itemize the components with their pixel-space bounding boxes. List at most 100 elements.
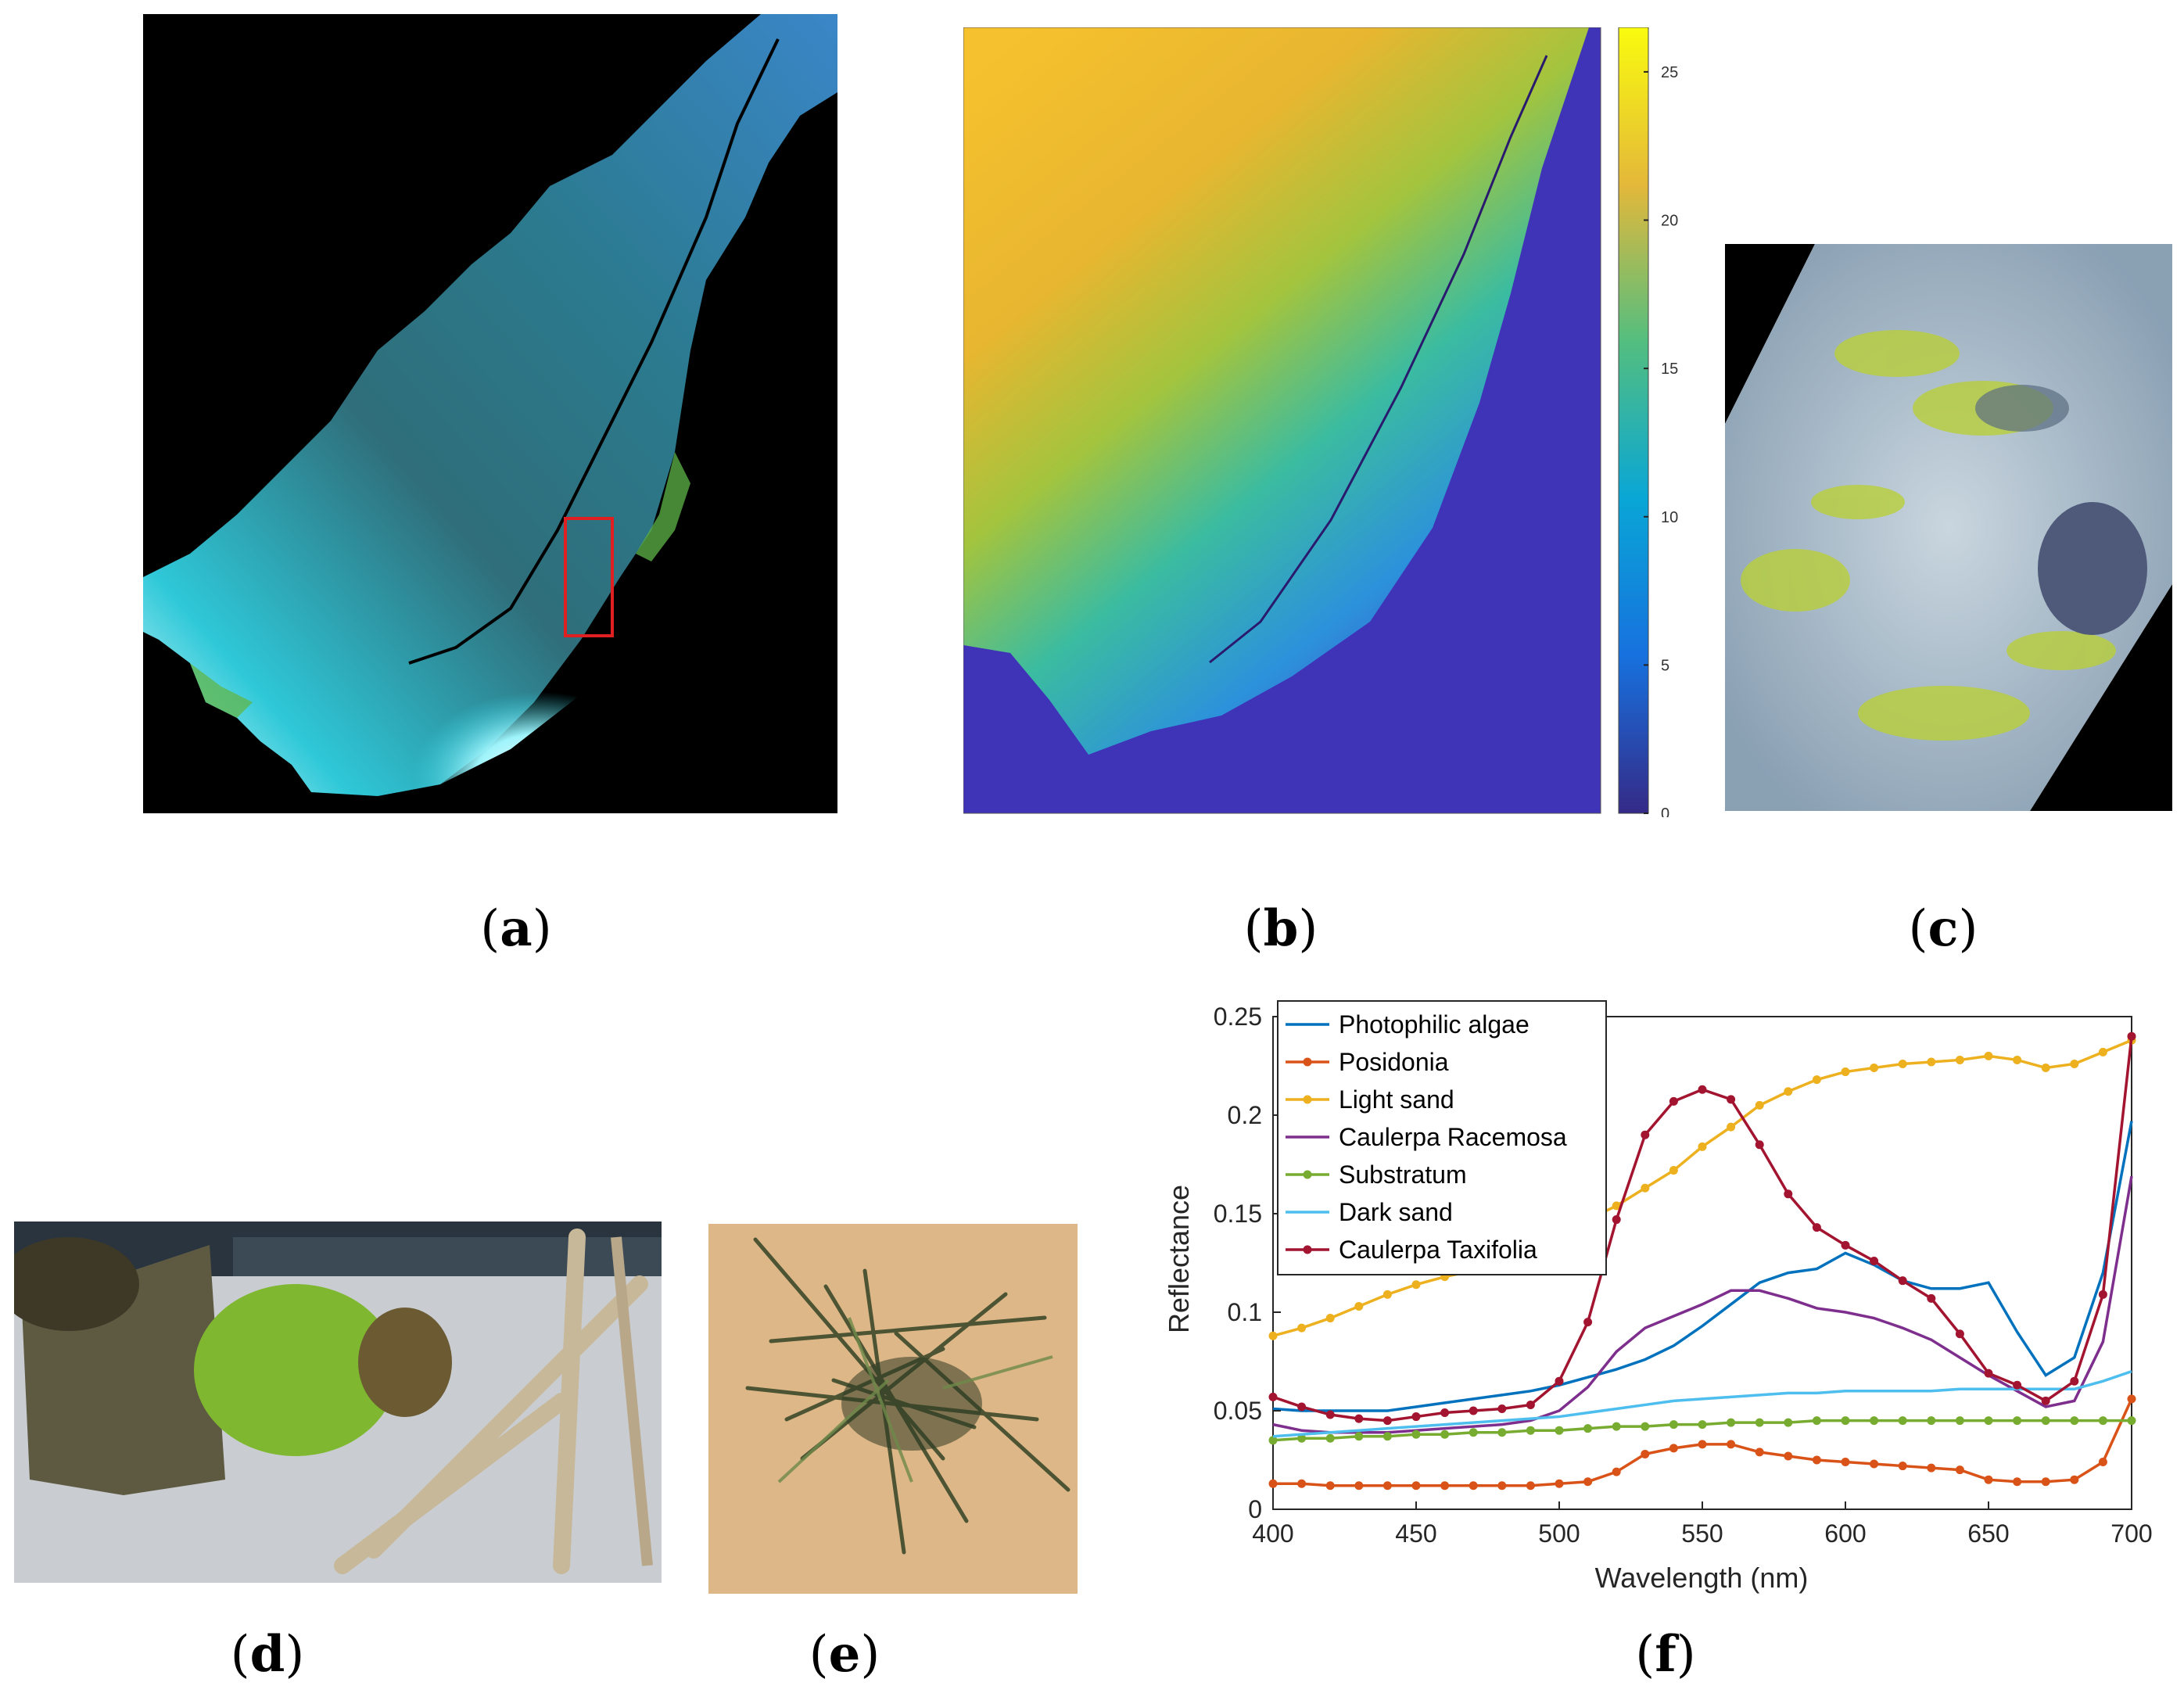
data-point [1870,1064,1879,1073]
panel-b-transect-line [1209,55,1548,664]
legend-marker [1303,1057,1312,1067]
panel-b-deep-region [963,27,1601,813]
panel-b-colorbar [1618,27,1649,814]
caption-b: (b) [1243,899,1318,958]
data-point [1698,1440,1707,1449]
data-point [1669,1420,1678,1430]
data-point [1927,1416,1936,1426]
data-point [1325,1433,1335,1443]
data-point [1555,1376,1564,1386]
data-point [1669,1096,1678,1106]
series-line [1272,1369,2132,1438]
data-point [1411,1280,1421,1290]
data-point [1382,1290,1392,1299]
data-point [1812,1416,1821,1426]
data-point [1612,1201,1621,1211]
data-point [2070,1416,2079,1426]
data-point [1898,1276,1907,1286]
y-tick-label: 0.2 [1228,1101,1262,1129]
data-point [1583,1424,1593,1433]
legend-box [1277,1000,1607,1275]
data-point [1612,1422,1621,1431]
plot-series [1268,1031,2136,1491]
panel-b-depth-map: 0 5 10 15 20 25 [963,27,1678,817]
data-point [1354,1301,1364,1311]
data-point [1955,1329,1964,1339]
series-photophilic-algae [1272,1121,2133,1412]
colorbar-tick-label: 0 [1661,805,1669,817]
y-tick-label: 0 [1248,1495,1262,1523]
x-tick-label: 500 [1538,1519,1580,1548]
data-point [2013,1477,2022,1487]
data-point [1297,1323,1307,1333]
data-point [1497,1404,1507,1413]
panel-c-zoom-image [1725,244,2172,811]
data-point [2041,1477,2050,1487]
y-tick-label: 0.25 [1214,1003,1262,1031]
colorbar-tick-label: 25 [1661,64,1678,81]
legend-label: Substratum [1339,1161,1467,1189]
x-tick-label: 550 [1681,1519,1723,1548]
data-point [1411,1412,1421,1422]
data-point [1898,1416,1907,1426]
data-point [1841,1416,1850,1426]
data-point [1755,1140,1764,1150]
data-point [2098,1047,2107,1056]
data-point [1354,1414,1364,1423]
caption-f: (f) [1635,1625,1696,1684]
data-point [1583,1318,1593,1327]
data-point [1268,1331,1278,1340]
data-point [1382,1481,1392,1491]
data-point [1612,1215,1621,1225]
data-point [1641,1422,1650,1431]
data-point [1641,1130,1650,1139]
data-point [2041,1064,2050,1073]
legend-label: Caulerpa Racemosa [1339,1123,1567,1151]
data-point [1727,1440,1736,1449]
data-point [1812,1223,1821,1232]
panel-a-highlight-box [564,517,614,637]
data-point [2070,1059,2079,1068]
data-point [1727,1418,1736,1427]
data-point [1297,1433,1307,1443]
data-point [1669,1166,1678,1175]
panel-a-shallow-sand [315,554,675,796]
data-point [1669,1444,1678,1453]
data-point [1325,1481,1335,1491]
plot-legend: Photophilic algae Posidonia Light sand Caul… [1277,1000,1607,1275]
data-point [1382,1432,1392,1441]
panel-a-seabed-area [143,14,837,796]
data-point [1612,1467,1621,1476]
data-point [1870,1256,1879,1265]
y-tick-label: 0.05 [1214,1397,1262,1425]
plot-tick-labels: 400 450 500 550 600 650 700 0 0.05 0.1 0.15 0.2 0.25 [1214,1003,2153,1548]
panel-a-map [143,14,837,813]
panel-b-frame-ticks [963,27,1601,814]
data-point [1841,1458,1850,1467]
data-point [1469,1481,1478,1491]
data-point [1898,1462,1907,1471]
data-point [1325,1314,1335,1323]
panel-d-green-algae [194,1284,397,1456]
data-point [2041,1416,2050,1426]
data-point [1755,1100,1764,1110]
data-point [2098,1416,2107,1426]
caption-a: (a) [480,899,552,958]
series-substratum [1268,1416,2136,1445]
data-point [1841,1067,1850,1077]
data-point [1955,1465,1964,1475]
legend-label: Caulerpa Taxifolia [1339,1236,1537,1264]
panel-f-reflectance-chart: Reflectance Wavelength (nm) 400 450 500 550… [1163,1000,2153,1594]
data-point [1812,1075,1821,1085]
data-point [1526,1426,1535,1435]
data-point [1927,1293,1936,1303]
series-dark-sand [1272,1369,2132,1438]
colorbar-tick-label: 5 [1661,657,1669,674]
data-point [2098,1458,2107,1467]
data-point [1698,1420,1707,1430]
legend-marker [1303,1170,1312,1179]
data-point [1325,1410,1335,1419]
legend-marker [1303,1245,1312,1254]
data-point [1984,1051,1993,1060]
data-point [1727,1122,1736,1132]
